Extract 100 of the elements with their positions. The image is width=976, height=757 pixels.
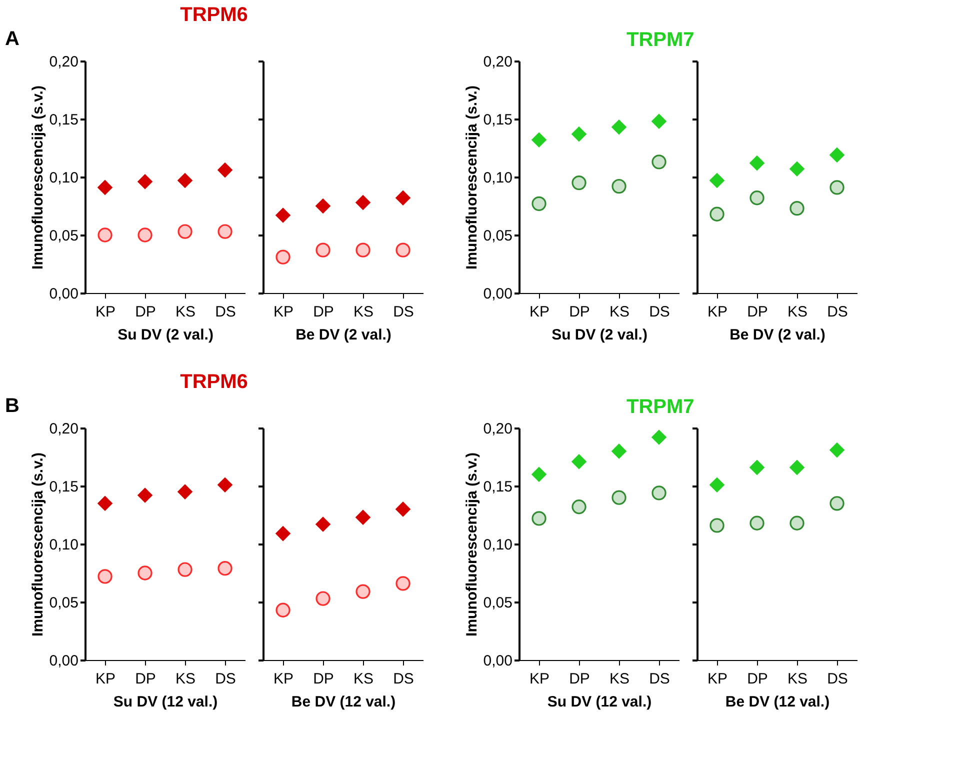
point	[396, 576, 410, 591]
y-tick-label: 0,15	[483, 478, 512, 496]
x-tick-label: DS	[649, 304, 670, 320]
y-tick-label: 0,15	[49, 478, 78, 496]
point	[316, 242, 330, 258]
point	[572, 126, 586, 142]
point	[218, 224, 232, 239]
x-tick-label: DS	[827, 670, 848, 688]
point	[612, 178, 626, 194]
point	[532, 467, 546, 482]
point	[750, 460, 764, 475]
point	[790, 201, 804, 216]
x-tick-label: KS	[787, 304, 808, 320]
point	[830, 148, 844, 162]
x-tick-label: KS	[175, 670, 196, 688]
y-axis-title: Imunofluorescencija (s.v.)	[463, 452, 480, 636]
point	[572, 175, 586, 190]
chart-title: TRPM6	[180, 4, 248, 26]
point	[830, 180, 844, 195]
point	[652, 430, 666, 445]
point	[750, 156, 764, 170]
x-axis-title: Su DV (12 val.)	[547, 694, 652, 710]
point	[178, 484, 192, 500]
y-axis-title: Imunofluorescencija (s.v.)	[29, 452, 46, 636]
y-tick-label: 0,20	[49, 54, 78, 70]
x-tick-label: KS	[787, 670, 808, 688]
point	[710, 173, 724, 188]
x-axis-title: Su DV (2 val.)	[552, 326, 648, 344]
y-tick-label: 0,00	[483, 286, 512, 302]
x-tick-label: KP	[95, 304, 116, 320]
x-tick-label: DP	[135, 670, 156, 688]
x-tick-label: DS	[393, 304, 414, 320]
point	[710, 206, 724, 222]
point	[356, 242, 370, 258]
y-tick-label: 0,10	[483, 536, 512, 554]
y-axis-title: Imunofluorescencija (s.v.)	[29, 86, 46, 270]
point	[356, 195, 370, 210]
point	[218, 162, 232, 178]
x-tick-label: KS	[353, 670, 374, 688]
chart-title: TRPM7	[626, 29, 694, 51]
x-tick-label: DP	[313, 670, 334, 688]
point	[790, 460, 804, 475]
x-tick-label: DP	[313, 304, 334, 320]
point	[790, 516, 804, 530]
y-tick-label: 0,05	[483, 228, 512, 244]
point	[218, 478, 232, 492]
y-axis-title: Imunofluorescencija (s.v.)	[463, 86, 480, 270]
point	[750, 516, 764, 530]
point	[830, 496, 844, 511]
y-tick-label: 0,00	[483, 652, 512, 670]
point	[612, 120, 626, 134]
point	[276, 208, 290, 223]
y-tick-label: 0,00	[49, 652, 78, 670]
point	[790, 162, 804, 176]
x-tick-label: KP	[529, 304, 550, 320]
x-axis-title: Be DV (2 val.)	[296, 326, 392, 344]
x-tick-label: DS	[215, 304, 236, 320]
y-tick-label: 0,20	[483, 54, 512, 70]
point	[178, 224, 192, 239]
chart-title: TRPM6	[180, 371, 248, 393]
text: B	[5, 395, 20, 417]
x-axis-title: Su DV (12 val.)	[113, 694, 218, 710]
x-tick-label: DS	[827, 304, 848, 320]
point	[532, 196, 546, 211]
point	[178, 562, 192, 577]
x-tick-label: KP	[707, 304, 728, 320]
point	[356, 510, 370, 525]
point	[710, 478, 724, 492]
point	[138, 566, 152, 580]
x-tick-label: DP	[569, 304, 590, 320]
x-tick-label: KP	[95, 670, 116, 688]
point	[572, 500, 586, 514]
point	[750, 190, 764, 206]
point	[276, 526, 290, 541]
point	[396, 502, 410, 517]
y-tick-label: 0,00	[49, 286, 78, 302]
y-tick-label: 0,15	[483, 112, 512, 128]
point	[276, 250, 290, 264]
point	[572, 454, 586, 469]
x-tick-label: DP	[747, 670, 768, 688]
y-tick-label: 0,05	[49, 228, 78, 244]
point	[532, 132, 546, 148]
point	[138, 228, 152, 242]
x-tick-label: DS	[215, 670, 236, 688]
point	[138, 174, 152, 189]
x-tick-label: KP	[529, 670, 550, 688]
x-tick-label: KP	[273, 670, 294, 688]
point	[178, 173, 192, 188]
x-axis-title: Be DV (12 val.)	[725, 694, 830, 710]
y-tick-label: 0,10	[49, 170, 78, 186]
point	[612, 490, 626, 505]
point	[612, 444, 626, 459]
point	[396, 190, 410, 206]
y-tick-label: 0,05	[483, 594, 512, 612]
x-tick-label: KS	[353, 304, 374, 320]
y-tick-label: 0,20	[49, 420, 78, 438]
point	[652, 486, 666, 500]
x-tick-label: DP	[569, 670, 590, 688]
point	[316, 198, 330, 214]
point	[532, 511, 546, 526]
